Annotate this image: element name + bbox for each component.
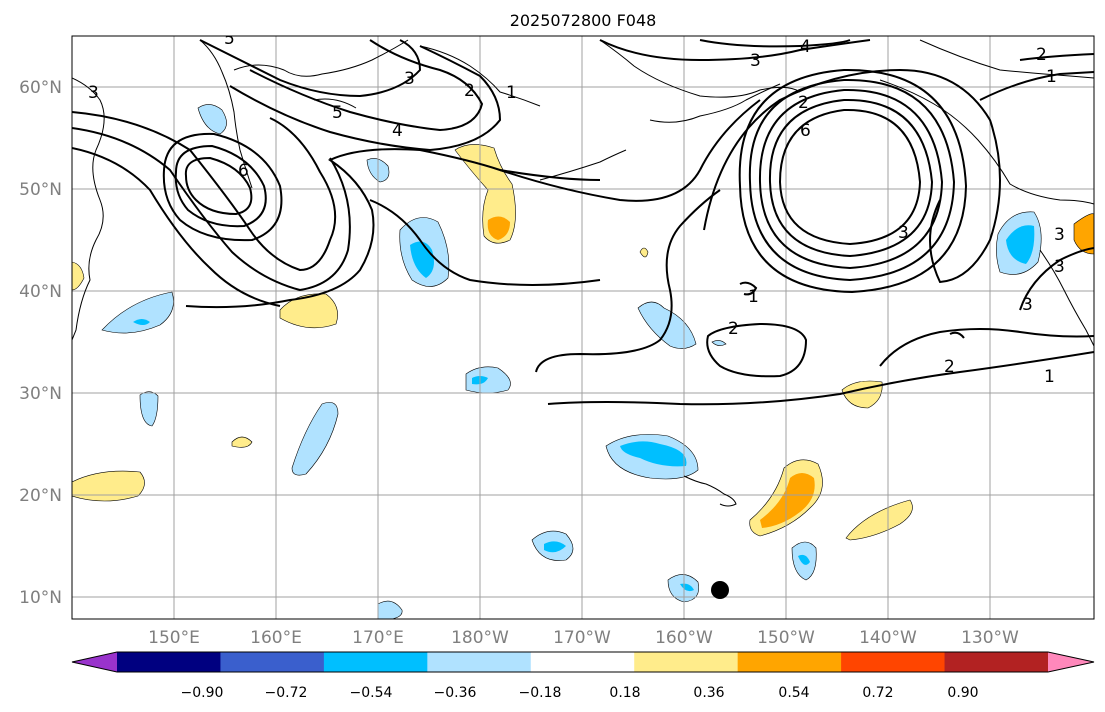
- colorbar-tick-label: 0.90: [947, 685, 978, 701]
- lon-label: 170°W: [553, 628, 611, 648]
- contour-label: 4: [392, 121, 403, 141]
- contour-label: 3: [898, 223, 909, 243]
- contour-label: 3: [404, 69, 415, 89]
- map-title: 2025072800 F048: [510, 11, 657, 30]
- lon-label: 160°W: [655, 628, 713, 648]
- contour-label: 1: [506, 83, 517, 103]
- colorbar-tick-label: 0.54: [778, 685, 809, 701]
- contour-label: 5: [224, 29, 235, 49]
- colorbar-swatch: [530, 652, 635, 672]
- lat-label: 50°N: [19, 180, 62, 200]
- colorbar: [71, 651, 1095, 673]
- colorbar-tick-label: −0.36: [434, 685, 477, 701]
- contour-label: 2: [1036, 45, 1047, 65]
- lon-label: 160°E: [250, 628, 302, 648]
- contour-label: 1: [1046, 67, 1057, 87]
- contour-label: 2: [464, 81, 475, 101]
- colorbar-tick-label: 0.36: [693, 685, 724, 701]
- colorbar-max-extension: [1048, 652, 1094, 672]
- lon-label: 130°W: [961, 628, 1019, 648]
- lon-label: 150°W: [757, 628, 815, 648]
- contour-label: 2: [728, 319, 739, 339]
- contour-labels: 5 3 4 3 1 2 1 2 5 4 2 6 6 3 1 2 3 3 2 1 …: [88, 29, 1065, 387]
- contour-label: 3: [1054, 225, 1065, 245]
- height-contours: [72, 39, 1094, 406]
- contour-label: 2: [944, 357, 955, 377]
- lat-label: 40°N: [19, 282, 62, 302]
- latitude-labels: 60°N 50°N 40°N 30°N 20°N 10°N: [19, 78, 62, 608]
- lon-label: 170°E: [352, 628, 404, 648]
- contour-label: 3: [1022, 295, 1033, 315]
- graticule: [72, 36, 1094, 619]
- map-area: [72, 36, 1094, 619]
- contour-label: 4: [800, 37, 811, 57]
- contour-label: 2: [798, 93, 809, 113]
- contour-label: 5: [332, 103, 343, 123]
- colorbar-tick-label: −0.54: [350, 685, 393, 701]
- colorbar-tick-label: −0.90: [181, 685, 224, 701]
- colorbar-swatch: [323, 652, 428, 672]
- colorbar-min-extension: [72, 652, 117, 672]
- contour-label: 1: [1044, 367, 1055, 387]
- colorbar-tick-label: 0.18: [609, 685, 640, 701]
- lat-label: 30°N: [19, 384, 62, 404]
- marker-dot-icon: [711, 581, 729, 599]
- colorbar-swatch: [117, 652, 221, 672]
- colorbar-swatch: [737, 652, 842, 672]
- colorbar-outline: [71, 651, 1095, 673]
- coastlines: [72, 39, 1094, 507]
- contour-label: 3: [88, 83, 99, 103]
- colorbar-swatch: [427, 652, 532, 672]
- colorbar-ticks: −0.90 −0.72 −0.54 −0.36 −0.18 0.18 0.36 …: [181, 685, 979, 701]
- map-frame: [71, 35, 1095, 620]
- colorbar-swatch: [220, 652, 325, 672]
- contour-label: 3: [1054, 257, 1065, 277]
- lat-label: 60°N: [19, 78, 62, 98]
- colorbar-tick-label: −0.72: [265, 685, 308, 701]
- lon-label: 140°W: [859, 628, 917, 648]
- contour-label: 1: [748, 287, 759, 307]
- colorbar-tick-label: 0.72: [862, 685, 893, 701]
- colorbar-swatch: [944, 652, 1049, 672]
- lon-label: 150°E: [148, 628, 200, 648]
- contour-label: 6: [800, 121, 811, 141]
- map-content: 5 3 4 3 1 2 1 2 5 4 2 6 6 3 1 2 3 3 2 1 …: [72, 29, 1094, 619]
- longitude-labels: 150°E 160°E 170°E 180°W 170°W 160°W 150°…: [148, 628, 1019, 648]
- colorbar-swatch: [841, 652, 946, 672]
- colorbar-swatch: [634, 652, 739, 672]
- colorbar-tick-label: −0.18: [519, 685, 562, 701]
- lat-label: 20°N: [19, 486, 62, 506]
- contour-label: 3: [750, 51, 761, 71]
- lat-label: 10°N: [19, 588, 62, 608]
- lon-label: 180°W: [451, 628, 509, 648]
- contour-label: 6: [238, 161, 249, 181]
